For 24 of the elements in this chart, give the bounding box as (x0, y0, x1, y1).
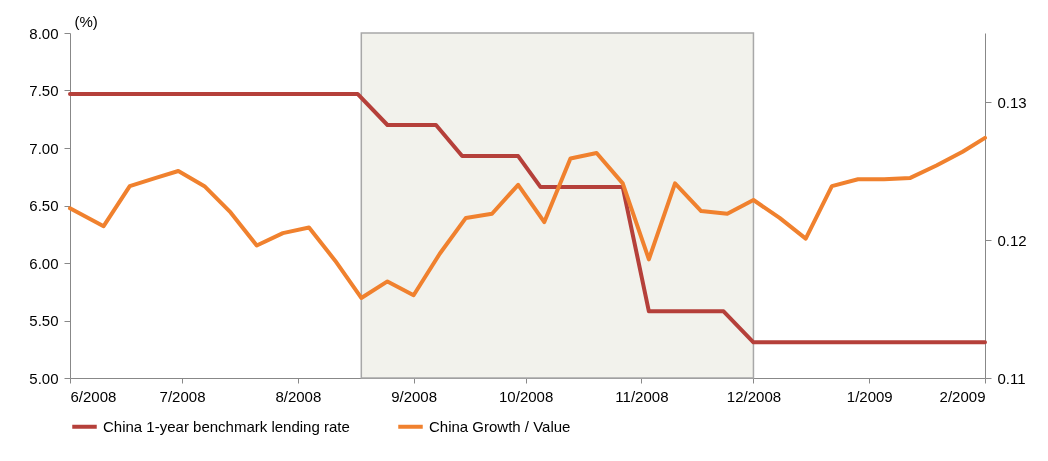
x-tick-label: 11/2008 (615, 387, 669, 405)
y-tick-label: 7.50 (29, 82, 59, 99)
x-tick-label: 9/2008 (391, 387, 438, 405)
line-series (68, 135, 987, 300)
y-tick-label: 5.50 (29, 312, 59, 329)
x-tick-label: 2/2009 (939, 387, 986, 405)
x-tick-label: 1/2009 (846, 387, 893, 405)
x-tick-label: 6/2008 (70, 387, 117, 405)
line-series (68, 91, 987, 345)
y-tick-label: 6.00 (29, 254, 59, 272)
y2-tick-label: 0.12 (997, 231, 1027, 249)
y-tick-label: 7.00 (29, 139, 59, 157)
y-axis-title: (%) (74, 12, 98, 30)
x-tick-label: 8/2008 (275, 387, 322, 405)
y-tick-label: 5.00 (29, 369, 59, 387)
legend-label: China Growth / Value (429, 417, 571, 435)
x-tick-label: 12/2008 (726, 387, 782, 405)
y-tick-label: 8.00 (29, 24, 59, 42)
y2-tick-label: 0.11 (997, 369, 1026, 387)
x-tick-label: 10/2008 (499, 387, 554, 405)
y2-tick-label: 0.13 (997, 93, 1027, 111)
y-tick-label: 6.50 (29, 197, 59, 214)
x-tick-label: 7/2008 (159, 387, 206, 405)
legend-label: China 1-year benchmark lending rate (103, 417, 350, 435)
